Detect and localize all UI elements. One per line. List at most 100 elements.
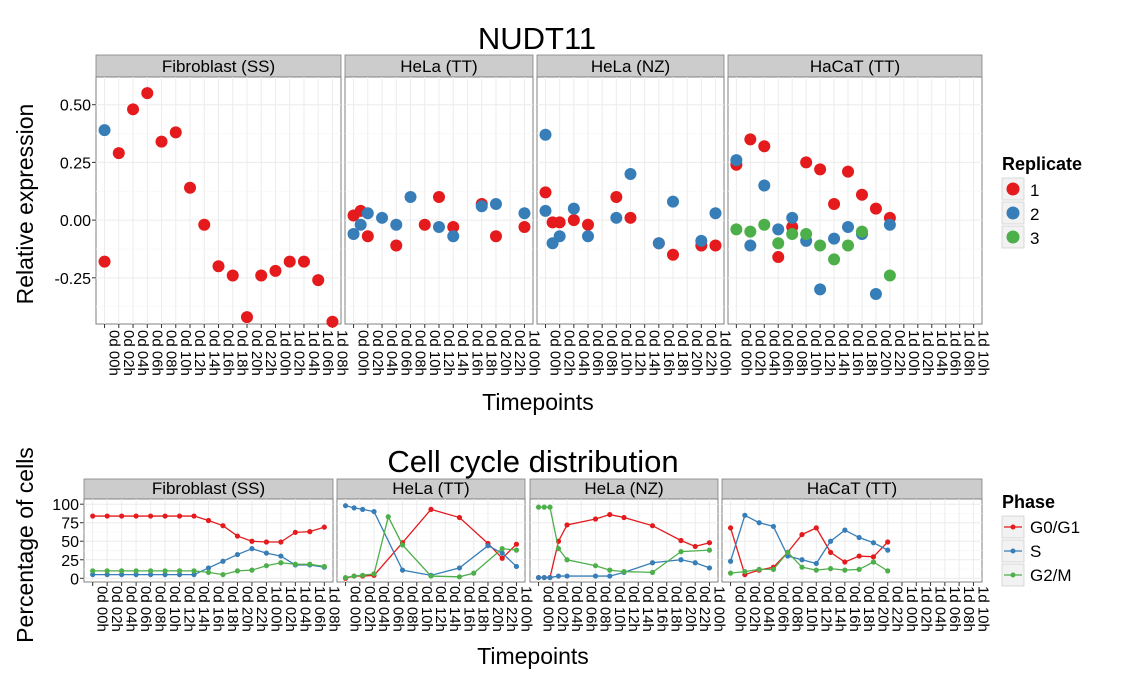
data-point-replicate-2 [828,232,841,245]
x-tick-label: 1d 02h [282,586,299,632]
series-point-g2-m [547,504,553,510]
data-point-replicate-1 [553,216,566,229]
series-point-g0-g1 [678,537,684,544]
data-point-replicate-2 [361,207,374,220]
series-point-g2-m [162,568,168,574]
legend-replicate-entry-1: 1 [1001,177,1039,201]
series-point-g0-g1 [307,529,313,535]
data-point-replicate-1 [624,211,637,224]
legend-label-1: 1 [1030,181,1039,200]
series-point-s [678,557,684,563]
data-point-replicate-2 [730,154,743,167]
x-tick-label: 0d 04h [568,586,585,632]
data-point-replicate-3 [758,218,771,231]
series-point-g2-m [706,547,713,553]
series-point-s [827,538,834,544]
series-point-s [278,553,284,559]
y-tick-label: 25 [61,553,79,570]
series-point-g2-m [385,514,391,520]
x-tick-label: 0d 10h [426,330,443,376]
series-point-g2-m [541,504,547,510]
data-point-replicate-1 [433,191,445,204]
x-tick-label: 0d 16h [846,586,863,632]
data-point-replicate-1 [212,260,225,273]
series-point-g2-m [727,570,734,576]
y-tick-label: 0.00 [60,213,91,230]
series-point-s [885,547,891,553]
series-point-s [607,573,613,579]
series-point-s [371,508,377,515]
series-point-s [133,571,139,578]
x-tick-label: 0d 04h [134,330,151,376]
x-tick-label: 0d 16h [468,330,485,376]
series-point-s [176,571,183,578]
x-tick-label: 0d 08h [597,586,614,632]
x-tick-label: 0d 16h [653,586,670,632]
series-point-g0-g1 [191,513,197,519]
series-point-g0-g1 [842,559,848,565]
series-point-s [342,503,349,509]
x-tick-label: 0d 02h [751,330,768,376]
x-tick-label: 0d 04h [760,586,777,632]
x-tick-label: 0d 08h [163,330,180,376]
series-point-g0-g1 [220,523,226,529]
series-point-g0-g1 [499,555,505,561]
data-point-replicate-2 [786,211,799,224]
y-axis-label-top: Relative expression [12,104,38,305]
x-tick-label: 0d 20h [877,330,894,376]
x-tick-label: 0d 22h [511,330,528,376]
x-tick-label: 1d 00h [905,330,922,376]
data-point-replicate-1 [112,147,125,160]
x-tick-label: 1d 00h [276,330,293,376]
data-point-replicate-2 [883,218,896,231]
series-point-s [535,574,542,581]
series-point-g2-m [428,573,434,579]
series-point-g2-m [770,566,777,573]
x-tick-label: 0d 18h [475,586,492,632]
legend-replicate-title: Replicate [1002,154,1082,174]
x-tick-label: 0d 20h [688,330,705,376]
series-point-s [541,574,547,581]
data-point-replicate-1 [610,191,623,204]
series-point-g2-m [678,549,684,555]
x-tick-label: 0d 06h [582,586,599,632]
data-point-replicate-1 [772,251,785,264]
series-point-g0-g1 [706,540,713,546]
x-tick-label: 0d 18h [674,330,691,376]
series-point-s [147,571,154,578]
x-tick-label: 0d 14h [639,586,656,632]
x-tick-label: 0d 06h [397,330,414,376]
x-tick-label: 0d 08h [152,586,169,632]
data-point-replicate-2 [758,179,771,192]
data-point-replicate-1 [255,269,268,282]
data-point-replicate-2 [652,237,665,250]
x-tick-label: 0d 02h [369,330,386,376]
x-tick-label: 0d 00h [355,330,372,376]
data-point-replicate-1 [198,218,211,231]
data-point-replicate-1 [312,274,325,287]
series-point-s [249,546,255,552]
x-tick-label: 1d 00h [903,586,920,632]
x-tick-label: 0d 04h [123,586,140,632]
x-tick-label: 0d 22h [891,330,908,376]
legend-marker-2 [1006,206,1020,220]
x-tick-label: 0d 06h [774,586,791,632]
x-tick-label: 0d 06h [389,586,406,632]
data-point-replicate-1 [869,202,882,215]
series-point-g0-g1 [692,543,698,550]
data-point-replicate-2 [610,211,623,224]
y-tick-label: 50 [61,534,79,551]
facet-label: HeLa (NZ) [591,57,670,76]
legend-phase-entry-s: S [1001,539,1041,563]
facet-label: HeLa (NZ) [584,479,663,498]
panel-background [721,498,983,583]
x-tick-label: 0d 10h [807,330,824,376]
x-tick-label: 0d 20h [682,586,699,632]
legend-marker-1 [1006,182,1020,196]
data-point-replicate-1 [269,264,282,277]
x-tick-label: 0d 12h [625,586,642,632]
data-point-replicate-1 [141,87,154,100]
x-tick-label: 0d 06h [148,330,165,376]
data-point-replicate-2 [539,128,552,141]
series-point-g0-g1 [513,541,520,547]
